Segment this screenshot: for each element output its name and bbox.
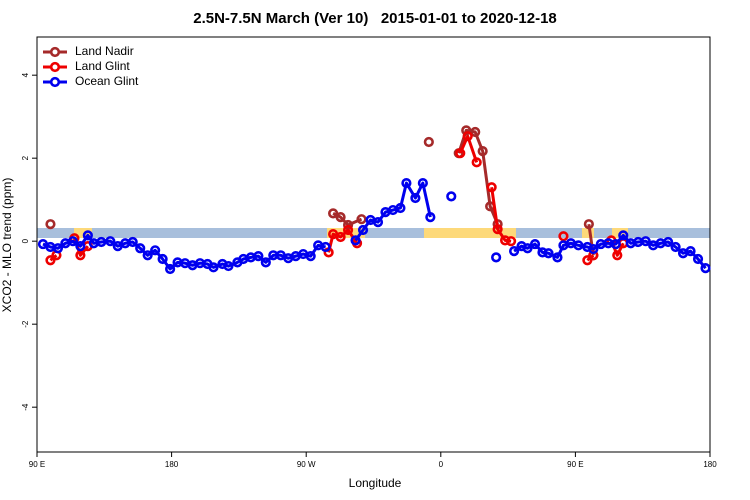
data-point	[492, 224, 503, 235]
x-tick-label: 0	[439, 460, 444, 469]
data-point	[45, 255, 56, 266]
data-point	[663, 236, 674, 248]
legend-label: Land Glint	[75, 59, 130, 73]
x-tick-label: 90 E	[567, 460, 583, 469]
plot-frame	[36, 36, 711, 453]
chart-title: 2.5N-7.5N March (Ver 10) 2015-01-01 to 2…	[193, 10, 557, 27]
data-point	[423, 136, 434, 148]
data-point	[45, 219, 56, 230]
data-point	[401, 177, 412, 189]
data-point	[165, 263, 176, 275]
data-point	[612, 250, 623, 261]
data-point	[558, 231, 569, 242]
x-tick-label: 90 E	[29, 460, 45, 469]
land-patch	[582, 228, 594, 238]
data-point	[588, 243, 599, 255]
series-line	[42, 181, 707, 271]
data-point	[67, 236, 78, 247]
data-point	[700, 263, 711, 274]
data-point	[417, 177, 428, 189]
data-point	[305, 251, 316, 262]
data-point	[253, 251, 264, 262]
data-point	[552, 252, 563, 263]
x-tick-label: 90 W	[297, 460, 316, 469]
y-tick-label: -2	[21, 320, 30, 328]
data-point	[582, 255, 593, 266]
data-point	[670, 241, 681, 253]
data-point	[588, 250, 599, 261]
data-point	[461, 125, 472, 136]
data-point	[455, 148, 466, 159]
data-point	[477, 146, 488, 157]
data-point	[640, 236, 651, 247]
data-point	[75, 241, 86, 252]
x-tick-label: 180	[703, 460, 717, 469]
data-point	[208, 262, 219, 273]
data-point	[543, 248, 554, 259]
data-point	[105, 236, 116, 247]
data-point	[618, 230, 629, 241]
data-point	[470, 126, 481, 138]
x-tick-label: 180	[165, 460, 179, 469]
legend-marker	[49, 61, 61, 73]
x-axis-label: Longitude	[349, 476, 402, 490]
data-point	[335, 231, 346, 243]
data-point	[685, 246, 696, 257]
data-point	[372, 216, 384, 228]
data-point	[610, 238, 621, 250]
data-point	[537, 247, 548, 258]
data-point	[357, 224, 369, 236]
data-point	[328, 208, 339, 219]
y-tick-label: 0	[21, 238, 30, 243]
data-point	[223, 260, 234, 272]
data-point	[446, 191, 457, 202]
data-point	[486, 182, 497, 193]
data-point	[522, 243, 533, 254]
legend-label: Land Nadir	[75, 44, 134, 58]
legend-marker	[49, 46, 61, 58]
data-point	[350, 235, 361, 246]
legend-label: Ocean Glint	[75, 74, 139, 88]
y-tick-label: 2	[21, 155, 30, 160]
data-point	[75, 250, 86, 261]
data-point	[127, 236, 138, 248]
data-point	[135, 243, 146, 254]
data-point	[356, 214, 367, 225]
data-point	[157, 253, 168, 265]
data-point	[529, 238, 541, 250]
data-point	[500, 235, 511, 246]
data-point	[692, 253, 704, 265]
y-tick-label: -4	[21, 403, 30, 411]
data-point	[260, 257, 271, 268]
land-patch	[74, 228, 92, 238]
legend-marker	[49, 76, 61, 88]
data-point	[96, 236, 107, 248]
data-point	[52, 243, 64, 254]
data-point	[320, 241, 331, 253]
data-point	[491, 252, 502, 263]
data-point	[425, 212, 436, 223]
land-patch	[424, 228, 516, 238]
data-point	[462, 131, 473, 142]
data-point	[573, 240, 584, 251]
data-point	[508, 246, 520, 257]
data-point	[82, 230, 93, 241]
data-point	[395, 202, 406, 214]
data-point	[410, 192, 421, 204]
data-point	[583, 219, 594, 230]
data-point	[335, 212, 346, 223]
data-point	[142, 250, 153, 261]
ocean-band	[37, 228, 710, 238]
data-point	[471, 157, 482, 168]
data-point	[505, 236, 517, 247]
data-point	[342, 224, 354, 236]
y-tick-label: 4	[21, 72, 30, 77]
y-axis-label: XCO2 - MLO trend (ppm)	[0, 178, 14, 313]
data-point	[150, 245, 161, 256]
